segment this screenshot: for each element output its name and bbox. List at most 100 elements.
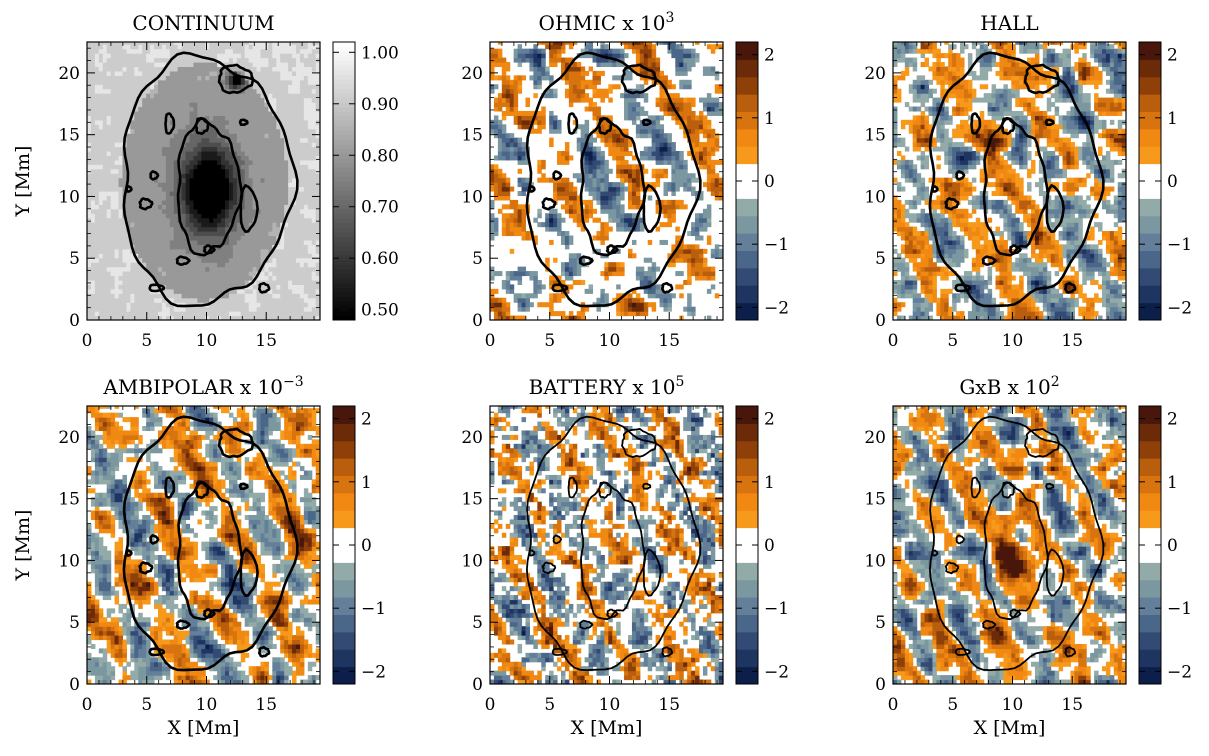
colorbar-segment xyxy=(1139,215,1161,234)
panel-title: CONTINUUM xyxy=(132,11,274,35)
colorbar-tick-label: −2 xyxy=(764,298,789,318)
x-tick-label: 15 xyxy=(255,331,277,351)
colorbar-segment xyxy=(1139,250,1161,269)
colorbar-segment xyxy=(736,666,758,685)
colorbar-segment xyxy=(333,292,355,298)
colorbar-tick-label: 1 xyxy=(361,473,372,493)
colorbar-tick-label: 0.70 xyxy=(361,198,399,218)
contour-lines xyxy=(122,51,299,308)
x-tick-label: 15 xyxy=(1061,695,1083,715)
heatmap-image xyxy=(893,406,1126,684)
colorbar-segment xyxy=(333,139,355,145)
colorbar-segment xyxy=(333,148,355,154)
y-tick-label: 0 xyxy=(69,311,80,331)
colorbar-segment xyxy=(736,285,758,304)
panel-title-text: AMBIPOLAR x 10 xyxy=(102,375,283,399)
colorbar-segment xyxy=(1139,181,1161,199)
colorbar-segment xyxy=(333,666,355,685)
colorbar-segment xyxy=(1139,545,1161,563)
colorbar-segment xyxy=(1139,94,1161,113)
plot-frame xyxy=(86,405,321,685)
colorbar-tick-label: 1.00 xyxy=(361,43,399,63)
x-axis-label: X [Mm] xyxy=(571,717,643,739)
colorbar-segment xyxy=(333,269,355,275)
colorbar-segment xyxy=(736,181,758,199)
colorbar-segment xyxy=(333,282,355,289)
colorbar-segment xyxy=(736,302,758,321)
colorbar: −2 −1 0 1 2 xyxy=(1138,41,1192,321)
colorbar-segment xyxy=(333,406,355,424)
y-tick-label: 0 xyxy=(472,675,483,695)
y-tick-label: 20 xyxy=(864,428,886,448)
colorbar-segment xyxy=(333,631,355,650)
panel-2: 0 5 10 15 0 5 10 15 20 OHMIC x 103 −2 −1 0 1 2 xyxy=(461,10,789,351)
colorbar-segment xyxy=(333,278,355,284)
colorbar-segment xyxy=(333,440,355,459)
colorbar-segment xyxy=(333,273,355,279)
panel-1: 0 5 10 15 0 5 10 15 20 CONTINUUM Y [Mm] 0.50 0.60 0.7… xyxy=(12,11,399,351)
colorbar-segment xyxy=(736,76,758,95)
colorbar-segment xyxy=(333,264,355,270)
y-tick-label: 5 xyxy=(472,613,483,633)
y-tick-label: 5 xyxy=(875,249,886,269)
colorbar-tick-label: 0 xyxy=(764,172,775,192)
panel-title-text: GxB x 10 xyxy=(959,375,1050,399)
colorbar-segment xyxy=(333,116,355,122)
panel-title-text: OHMIC x 10 xyxy=(539,11,666,35)
colorbar-segment xyxy=(1139,302,1161,321)
colorbar-tick-label: −1 xyxy=(764,235,789,255)
y-tick-label: 10 xyxy=(58,187,80,207)
panel-title: HALL xyxy=(980,11,1038,35)
x-tick-label: 0 xyxy=(888,331,899,351)
colorbar-segment xyxy=(1139,614,1161,633)
colorbar-tick-label: 0.50 xyxy=(361,301,399,321)
colorbar-tick-label: 0 xyxy=(764,536,775,556)
colorbar-segment xyxy=(333,255,355,261)
colorbar-tick-label: −1 xyxy=(1167,599,1192,619)
y-tick-label: 10 xyxy=(58,551,80,571)
y-tick-label: 10 xyxy=(864,187,886,207)
colorbar-segment xyxy=(333,492,355,511)
colorbar: 0.50 0.60 0.70 0.80 0.90 1.00 xyxy=(332,41,399,321)
x-tick-label: 10 xyxy=(1002,695,1024,715)
colorbar-segment xyxy=(333,176,355,182)
colorbar-segment xyxy=(1139,163,1161,182)
colorbar-segment xyxy=(333,527,355,546)
colorbar-segment xyxy=(333,614,355,633)
colorbar-tick-label: −2 xyxy=(361,662,386,682)
colorbar-segment xyxy=(333,130,355,136)
colorbar-segment xyxy=(333,301,355,307)
y-tick-label: 5 xyxy=(69,249,80,269)
colorbar-segment xyxy=(333,423,355,442)
colorbar-segment xyxy=(736,492,758,511)
colorbar-segment xyxy=(333,315,355,321)
colorbar-segment xyxy=(736,440,758,459)
colorbar-tick-label: 0.80 xyxy=(361,146,399,166)
colorbar-segment xyxy=(1139,649,1161,668)
plot-frame xyxy=(892,41,1127,321)
colorbar-segment xyxy=(333,88,355,94)
colorbar-tick-label: −2 xyxy=(1167,662,1192,682)
panel-3: 0 5 10 15 0 5 10 15 20 HALL −2 −1 0 1 2 xyxy=(864,11,1192,351)
colorbar-segment xyxy=(736,146,758,165)
colorbar-segment xyxy=(1139,59,1161,78)
colorbar-segment xyxy=(333,111,355,117)
x-tick-label: 10 xyxy=(196,331,218,351)
colorbar-segment xyxy=(736,233,758,252)
colorbar-segment xyxy=(333,171,355,177)
axes: 0 5 10 15 0 5 10 15 20 xyxy=(461,42,723,351)
colorbar-segment xyxy=(736,250,758,269)
x-tick-label: 0 xyxy=(888,695,899,715)
axes: 0 5 10 15 0 5 10 15 20 xyxy=(461,406,723,715)
x-tick-label: 5 xyxy=(544,331,555,351)
colorbar-segment xyxy=(333,245,355,251)
colorbar-segment xyxy=(333,42,355,48)
heatmap-image xyxy=(893,42,1126,320)
colorbar-segment xyxy=(333,181,355,187)
panel-title-text: BATTERY x 10 xyxy=(529,375,676,399)
y-axis-label: Y [Mm] xyxy=(12,510,34,582)
colorbar-segment xyxy=(333,143,355,150)
y-tick-label: 15 xyxy=(461,126,483,146)
heatmap-image xyxy=(490,406,723,684)
colorbar-segment xyxy=(736,562,758,581)
